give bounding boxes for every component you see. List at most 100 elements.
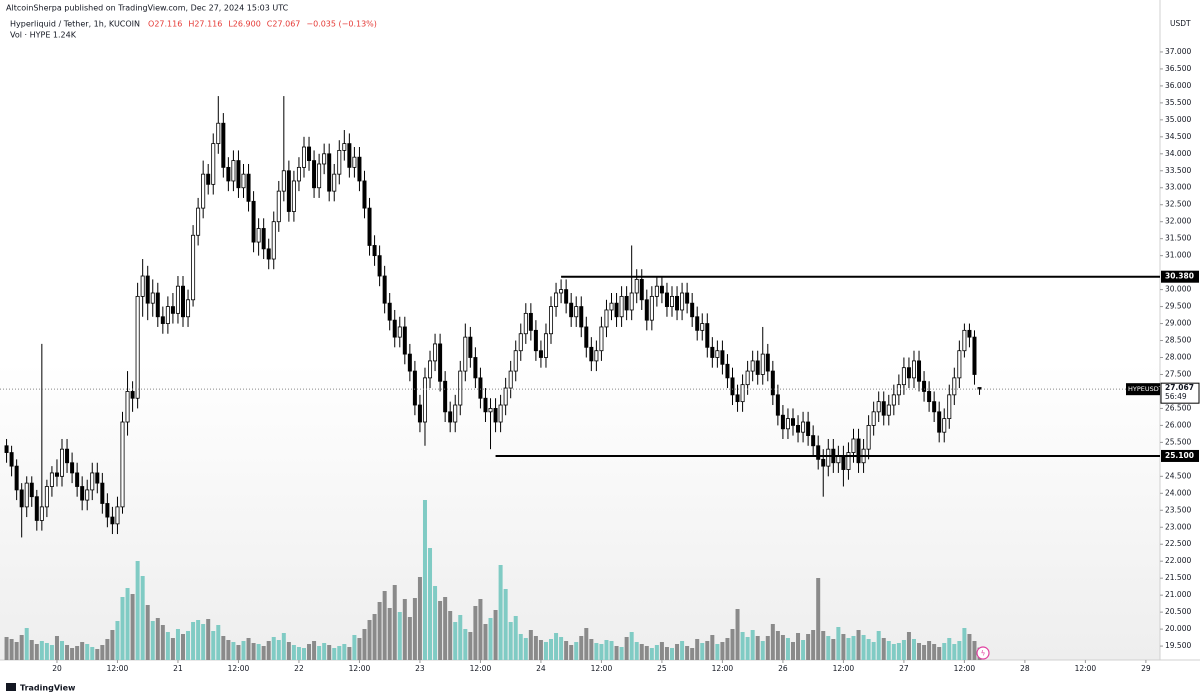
candle-body [105, 503, 110, 518]
candle-body [790, 418, 795, 426]
candle-body [448, 411, 453, 423]
candle-body [438, 343, 443, 382]
candle-body [659, 285, 664, 294]
volume-bar [866, 639, 871, 660]
last-price-tag [1160, 382, 1200, 404]
ohlc-value: O27.116 [148, 20, 182, 29]
candle-body [856, 438, 861, 464]
volume-bar [453, 622, 458, 660]
volume-bar [664, 647, 669, 660]
volume-bar [649, 648, 654, 660]
y-tick-label: 31.000 [1165, 251, 1191, 260]
countdown: 56:49 [1165, 392, 1187, 401]
volume-bar [715, 644, 720, 660]
ohlc-value: H27.116 [188, 20, 222, 29]
volume-bar [478, 599, 483, 660]
ohlc-value: C27.067 [267, 20, 301, 29]
candle-body [523, 312, 528, 335]
volume-bar [972, 641, 977, 660]
x-tick-label: 12:00 [833, 664, 855, 673]
candle-body [821, 458, 826, 467]
volume-bar [594, 643, 599, 660]
candle-body [493, 408, 498, 423]
candle-body [609, 302, 614, 311]
x-tick-label: 12:00 [954, 664, 976, 673]
volume-bar [700, 643, 705, 660]
symbol-info: Hyperliquid / Tether, 1h, KUCOIN [10, 20, 140, 29]
candle-body [664, 292, 669, 307]
candle-body [296, 166, 301, 182]
volume-bar [256, 644, 261, 660]
volume-bar [417, 577, 422, 660]
candle-body [458, 370, 463, 406]
volume-bar [629, 632, 634, 660]
volume-bar [750, 630, 755, 660]
volume-bar [402, 599, 407, 660]
volume-bar [508, 622, 513, 660]
candle-body [498, 404, 503, 423]
candle-body [584, 326, 589, 348]
candle-body [175, 285, 180, 314]
candle-body [307, 146, 312, 161]
volume-bar [816, 578, 821, 660]
volume-bar [60, 641, 65, 660]
volume-bar [619, 647, 624, 660]
event-icon-glyph: ϟ [981, 650, 986, 658]
candle-body [236, 160, 241, 189]
candle-body [549, 306, 554, 335]
volume-bar [932, 644, 937, 660]
candle-body [478, 377, 483, 399]
volume-bar [483, 624, 488, 660]
x-tick-label: 22 [294, 664, 304, 673]
candle-body [24, 482, 29, 508]
volume-bar [387, 608, 392, 660]
candle-body [796, 425, 801, 433]
candle-body [594, 350, 599, 362]
candle-body [191, 234, 196, 301]
candle-body [846, 452, 851, 470]
candle-body [120, 421, 125, 508]
volume-bar [80, 642, 85, 660]
plot-area [0, 0, 1160, 660]
candle-body [695, 316, 700, 331]
volume-bar [226, 640, 231, 660]
candle-body [44, 486, 49, 508]
candle-body [211, 143, 216, 185]
candle-body [569, 302, 574, 318]
candle-body [538, 350, 543, 358]
candle-body [125, 391, 130, 423]
candle-body [579, 306, 584, 328]
event-icon[interactable] [976, 646, 990, 660]
volume-bar [312, 641, 317, 660]
candle-body [347, 143, 352, 168]
y-tick-label: 36.000 [1165, 81, 1191, 90]
volume-bar [75, 646, 80, 660]
candle-body [654, 285, 659, 297]
volume-bar [468, 632, 473, 660]
candle-body [715, 350, 720, 358]
y-tick-label: 24.500 [1165, 471, 1191, 480]
candle-body [624, 295, 629, 311]
volume-bar [150, 621, 155, 660]
candle-body [417, 404, 422, 423]
volume-bar [342, 644, 347, 660]
volume-bar [659, 642, 664, 660]
candle-body [745, 370, 750, 386]
candle-body [90, 472, 95, 491]
x-tick-label: 25 [657, 664, 667, 673]
volume-bar [155, 618, 160, 660]
y-tick-label: 19.500 [1165, 641, 1191, 650]
level-tag [1161, 270, 1199, 283]
candle-body [896, 384, 901, 396]
candle-body [942, 418, 947, 433]
candle-body [604, 309, 609, 328]
volume-bar [125, 588, 130, 660]
volume-bar [937, 647, 942, 660]
volume-bar [775, 631, 780, 660]
volume-bar [891, 644, 896, 660]
volume-bar [538, 640, 543, 660]
candle-body [901, 367, 906, 386]
candle-body [710, 346, 715, 358]
candle-body [977, 387, 982, 390]
publisher: AltcoinSherpa published on TradingView.c… [6, 4, 289, 13]
